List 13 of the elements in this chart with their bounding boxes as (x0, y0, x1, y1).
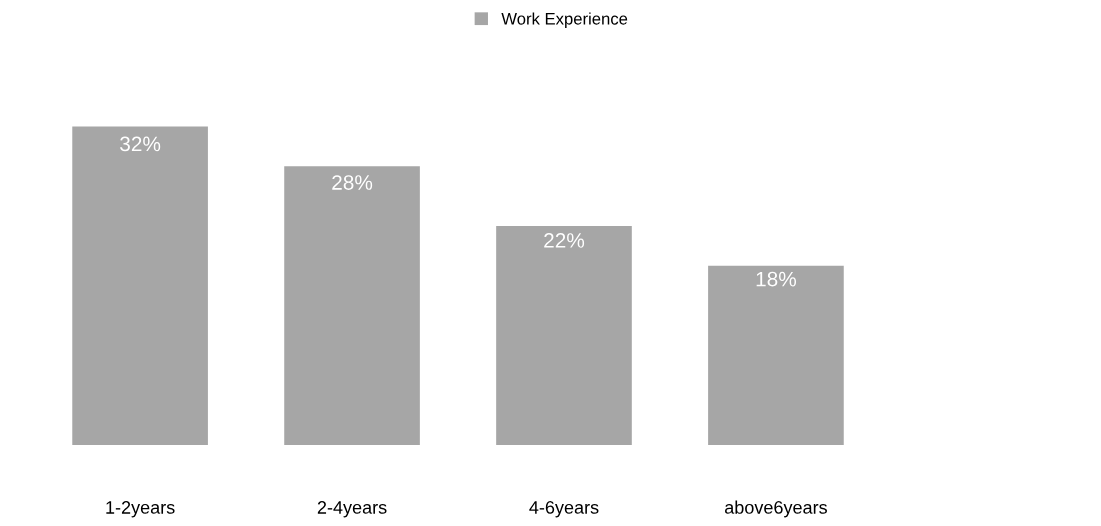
bar (72, 126, 208, 445)
data-label: 28% (332, 175, 373, 190)
data-label: 32% (120, 136, 161, 152)
x-tick-label: above6years (725, 500, 827, 518)
x-tick-label: 2-4years (317, 501, 387, 518)
x-tick-label: 4-6years (529, 501, 599, 518)
bar (708, 265, 844, 445)
data-label: 18% (756, 271, 797, 287)
legend-label: Work Experience (501, 12, 628, 28)
x-tick-label: 1-2years (106, 501, 175, 518)
data-label: 22% (544, 233, 585, 248)
bar (284, 166, 420, 445)
bar (496, 225, 632, 445)
